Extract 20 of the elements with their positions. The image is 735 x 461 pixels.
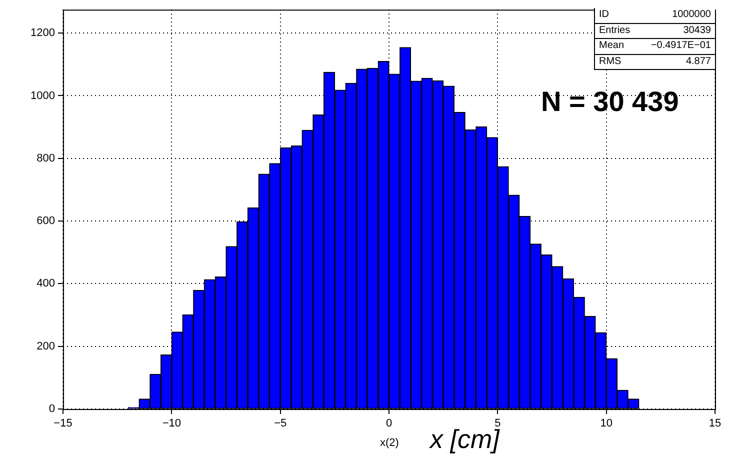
x-tick-label: −15 xyxy=(54,418,72,430)
y-tick-label: 200 xyxy=(36,340,55,352)
x-tick-label: 15 xyxy=(708,418,722,430)
text: Entries 30439 xyxy=(599,24,711,36)
annotation: N = 30 439 xyxy=(541,86,679,118)
text: Mean −0.4917E−01 xyxy=(599,40,711,51)
y-tick-label: 800 xyxy=(36,152,55,164)
y-tick-label: 1200 xyxy=(30,27,55,40)
x-tick-label: 0 xyxy=(386,418,392,430)
text: RMS 4.877 xyxy=(599,56,711,66)
x-tick-label: 10 xyxy=(600,418,612,430)
x-tick-label: 5 xyxy=(494,418,501,430)
y-tick-label: 400 xyxy=(36,278,55,290)
text: ID 1000000 xyxy=(599,9,711,20)
y-tick-label: 0 xyxy=(48,403,55,416)
text: x(2) xyxy=(380,437,399,449)
x-tick-label: −5 xyxy=(274,418,287,430)
y-tick-label: 600 xyxy=(36,215,55,228)
y-tick-label: 1000 xyxy=(30,90,55,102)
x-tick-label: −10 xyxy=(162,418,182,430)
